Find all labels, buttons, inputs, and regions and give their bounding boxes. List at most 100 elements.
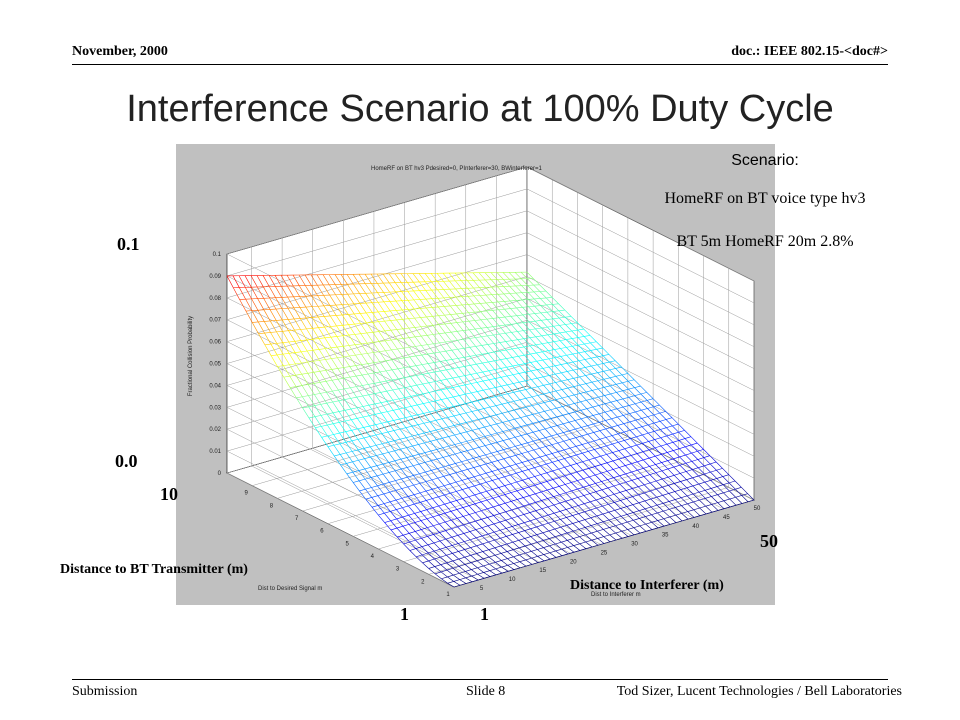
mesh-line — [583, 493, 590, 496]
mesh-line — [511, 331, 518, 333]
mesh-line — [463, 524, 471, 532]
mesh-line — [363, 416, 370, 427]
z-tick-label: 0.03 — [209, 405, 221, 411]
mesh-line — [390, 518, 397, 522]
mesh-line — [301, 372, 308, 375]
mesh-line — [289, 352, 296, 354]
mesh-line — [483, 399, 491, 408]
mesh-line — [528, 321, 536, 330]
mesh-line — [270, 332, 278, 344]
mesh-line — [545, 446, 553, 454]
mesh-line — [675, 514, 683, 522]
mesh-line — [584, 357, 592, 360]
mesh-line — [648, 432, 655, 440]
mesh-line — [491, 471, 499, 479]
mesh-line — [434, 571, 442, 575]
mesh-line — [364, 478, 372, 488]
mesh-line — [317, 306, 325, 317]
mesh-line — [552, 477, 560, 480]
mesh-line — [427, 542, 434, 546]
mesh-line — [287, 308, 295, 320]
mesh-line — [609, 539, 617, 543]
mesh-line — [560, 519, 567, 526]
mesh-line — [461, 459, 468, 463]
mesh-line — [650, 480, 657, 484]
mesh-line — [593, 421, 600, 425]
mesh-line — [371, 487, 378, 496]
mesh-line — [473, 303, 481, 312]
mesh-line — [446, 388, 454, 398]
mesh-line — [627, 529, 635, 536]
mesh-line — [530, 370, 538, 379]
mesh-line — [381, 433, 389, 443]
mesh-line — [337, 367, 344, 369]
mesh-line — [395, 480, 402, 489]
mesh-line — [345, 420, 352, 431]
mesh-line — [359, 313, 367, 324]
mesh-line — [592, 406, 600, 415]
mesh-line — [640, 385, 648, 393]
mesh-line — [438, 315, 446, 325]
mesh-line — [389, 480, 396, 483]
mesh-line — [513, 554, 520, 558]
mesh-line — [344, 387, 351, 390]
mesh-line — [663, 518, 671, 525]
mesh-line — [644, 492, 651, 500]
mesh-line — [581, 435, 589, 443]
mesh-line — [578, 529, 586, 536]
mesh-line — [501, 385, 508, 394]
mesh-line — [433, 525, 440, 533]
mesh-line — [424, 273, 432, 282]
mesh-line — [464, 564, 472, 570]
mesh-line — [283, 375, 290, 378]
mesh-line — [604, 401, 611, 405]
mesh-line — [341, 294, 349, 305]
mesh-line — [407, 486, 415, 495]
mesh-line — [548, 512, 555, 516]
mesh-line — [560, 534, 568, 541]
mesh-line — [512, 373, 520, 376]
mesh-line — [698, 481, 705, 485]
mesh-line — [495, 568, 503, 574]
mesh-line — [499, 324, 506, 327]
mesh-line — [597, 378, 604, 382]
mesh-line — [458, 566, 466, 572]
mesh-line — [635, 426, 643, 429]
mesh-line — [393, 410, 400, 420]
mesh-line — [485, 443, 492, 446]
mesh-line — [499, 502, 506, 506]
mesh-line — [401, 300, 409, 310]
mesh-line — [287, 319, 295, 331]
mesh-line — [554, 364, 562, 367]
mesh-line — [473, 458, 480, 467]
mesh-line — [542, 524, 549, 532]
mesh-line — [490, 432, 497, 436]
mesh-line — [462, 489, 469, 497]
mesh-line — [446, 562, 454, 569]
mesh-line — [571, 329, 578, 332]
mesh-line — [399, 438, 407, 448]
mesh-line — [408, 522, 416, 525]
mesh-line — [498, 308, 505, 311]
mesh-line — [408, 513, 415, 516]
mesh-line — [464, 539, 471, 542]
mesh-line — [404, 366, 411, 369]
mesh-line — [616, 398, 623, 401]
mesh-line — [516, 314, 523, 316]
mesh-line — [596, 521, 604, 524]
mesh-line — [445, 530, 453, 538]
mesh-line — [395, 291, 403, 301]
mesh-line — [280, 275, 288, 287]
mesh-line — [478, 428, 486, 437]
mesh-line — [493, 334, 500, 343]
mesh-line — [586, 390, 593, 393]
mesh-line — [723, 492, 730, 500]
mesh-line — [601, 487, 608, 491]
mesh-line — [661, 454, 668, 461]
mesh-line — [543, 402, 551, 410]
mesh-line — [709, 463, 717, 471]
mesh-line — [550, 426, 558, 435]
mesh-line — [373, 352, 380, 362]
mesh-line — [277, 365, 284, 367]
mesh-line — [491, 469, 499, 472]
